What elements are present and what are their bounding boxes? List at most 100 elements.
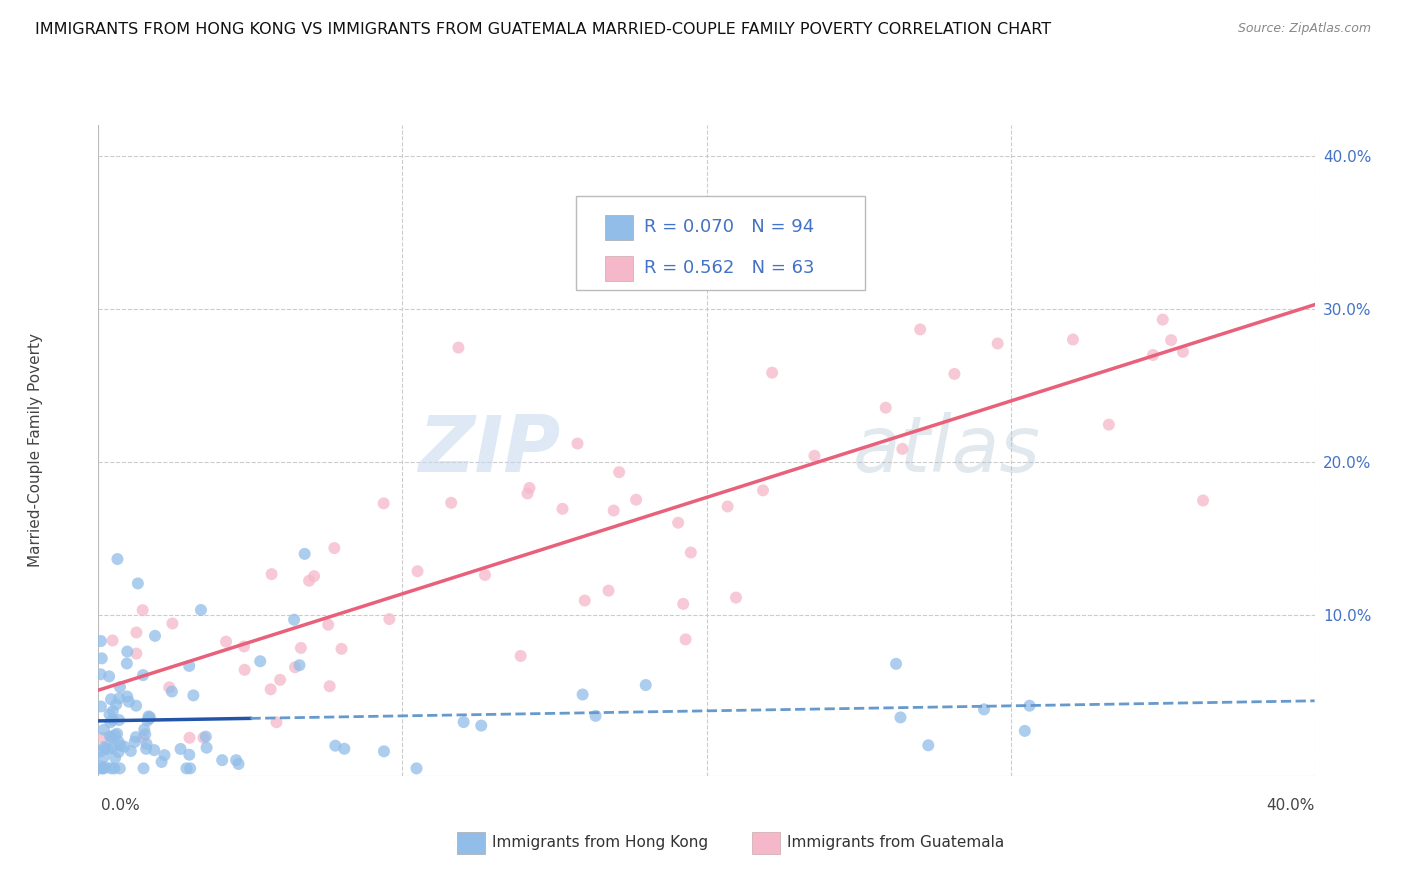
Point	[100, 692, 122, 706]
Point	[107, 734, 129, 748]
Point	[98, 730, 121, 744]
Point	[1098, 417, 1121, 432]
Point	[519, 481, 541, 495]
Point	[94, 741, 117, 756]
Point	[316, 617, 339, 632]
Point	[406, 564, 429, 578]
Point	[105, 727, 128, 741]
Point	[132, 668, 155, 682]
Point	[89, 759, 111, 773]
Point	[169, 742, 191, 756]
Point	[288, 658, 311, 673]
Point	[330, 641, 353, 656]
Point	[943, 367, 966, 381]
Point	[110, 739, 132, 753]
Point	[93, 739, 115, 754]
Point	[1142, 348, 1164, 362]
Point	[143, 629, 166, 643]
Text: 40.0%: 40.0%	[1267, 798, 1315, 814]
Point	[107, 745, 129, 759]
Point	[509, 648, 531, 663]
Point	[225, 753, 247, 767]
Point	[160, 684, 183, 698]
Point	[474, 568, 496, 582]
Point	[125, 730, 148, 744]
Point	[108, 691, 131, 706]
Point	[233, 640, 256, 654]
Point	[405, 761, 427, 775]
Point	[908, 322, 931, 336]
Point	[724, 591, 747, 605]
Point	[193, 731, 215, 745]
Point	[98, 707, 121, 722]
Point	[752, 483, 775, 498]
Point	[298, 574, 321, 588]
Point	[266, 715, 288, 730]
Point	[120, 744, 142, 758]
Point	[194, 730, 217, 744]
Point	[183, 689, 205, 703]
Point	[215, 634, 238, 648]
Point	[284, 660, 307, 674]
Point	[143, 743, 166, 757]
Point	[105, 698, 128, 712]
Point	[108, 680, 131, 694]
Text: 0.0%: 0.0%	[101, 798, 141, 814]
Point	[1160, 333, 1182, 347]
Point	[1192, 493, 1215, 508]
Point	[101, 713, 124, 727]
Point	[290, 640, 312, 655]
Point	[101, 741, 124, 756]
Point	[131, 603, 153, 617]
Point	[125, 647, 148, 661]
Point	[323, 541, 346, 555]
Point	[138, 711, 160, 725]
Point	[179, 761, 201, 775]
Point	[440, 496, 463, 510]
Point	[136, 714, 159, 728]
Point	[571, 688, 593, 702]
Point	[115, 657, 138, 671]
Point	[294, 547, 316, 561]
Text: Source: ZipAtlas.com: Source: ZipAtlas.com	[1237, 22, 1371, 36]
Point	[260, 567, 283, 582]
Point	[176, 761, 198, 775]
Point	[666, 516, 689, 530]
Text: Immigrants from Hong Kong: Immigrants from Hong Kong	[492, 836, 709, 850]
Point	[675, 632, 697, 647]
Point	[373, 744, 395, 758]
Point	[195, 740, 218, 755]
Point	[132, 731, 155, 745]
Point	[679, 545, 702, 559]
Point	[103, 761, 125, 775]
Point	[1171, 344, 1194, 359]
Point	[115, 690, 138, 704]
Point	[716, 500, 738, 514]
Point	[101, 704, 124, 718]
Point	[100, 761, 122, 775]
Point	[90, 699, 112, 714]
Point	[93, 723, 115, 737]
Text: Married-Couple Family Poverty: Married-Couple Family Poverty	[28, 334, 42, 567]
Point	[138, 711, 160, 725]
Point	[574, 593, 596, 607]
Point	[211, 753, 233, 767]
Point	[93, 761, 115, 775]
Point	[318, 679, 340, 693]
Point	[118, 695, 141, 709]
Point	[134, 727, 156, 741]
Text: IMMIGRANTS FROM HONG KONG VS IMMIGRANTS FROM GUATEMALA MARRIED-COUPLE FAMILY POV: IMMIGRANTS FROM HONG KONG VS IMMIGRANTS …	[35, 22, 1052, 37]
Point	[150, 755, 173, 769]
Point	[138, 709, 160, 723]
Point	[179, 731, 201, 745]
Point	[1014, 723, 1036, 738]
Point	[93, 749, 115, 764]
Point	[100, 715, 122, 730]
Point	[761, 366, 783, 380]
Point	[89, 761, 111, 775]
Point	[93, 731, 115, 745]
Point	[108, 713, 131, 727]
Point	[134, 723, 156, 737]
Point	[125, 698, 148, 713]
Point	[470, 718, 492, 732]
